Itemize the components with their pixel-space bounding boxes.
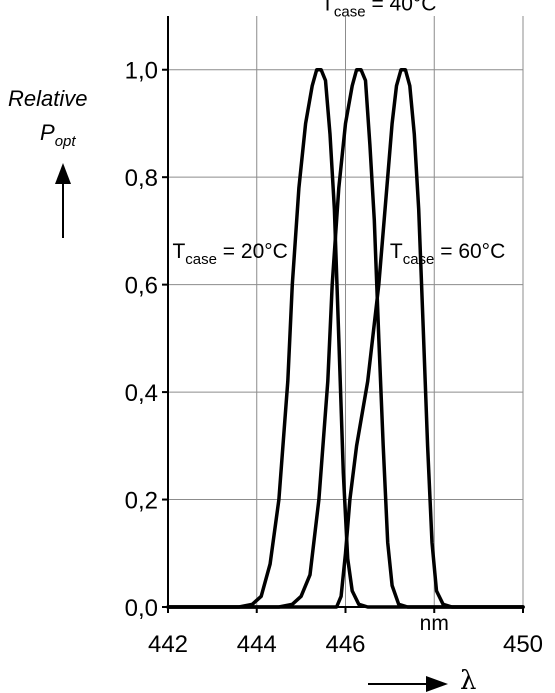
x-axis-arrow-icon bbox=[368, 676, 448, 692]
annotation-60c-sym: T bbox=[390, 240, 403, 263]
series-line-0 bbox=[166, 67, 525, 609]
annotation-20c-sym: T bbox=[172, 240, 185, 263]
y-tick-label-4: 0,8 bbox=[125, 165, 158, 192]
annotation-40c: Tcase = 40°C bbox=[321, 0, 436, 21]
y-axis-arrow-icon bbox=[55, 163, 71, 238]
y-tick-label-1: 0,2 bbox=[125, 488, 158, 515]
y-axis-label-symbol: Popt bbox=[40, 120, 76, 150]
y-tick-label-3: 0,6 bbox=[125, 273, 158, 300]
series-lines bbox=[166, 67, 525, 609]
annotation-60c-sub: case bbox=[403, 251, 435, 268]
y-axis-label-sym: P bbox=[40, 120, 55, 145]
annotation-20c: Tcase = 20°C bbox=[172, 240, 287, 268]
y-tick-label-0: 0,0 bbox=[125, 595, 158, 622]
annotation-60c-rest: = 60°C bbox=[434, 240, 505, 263]
x-tick-label-1: 444 bbox=[237, 631, 277, 658]
axes bbox=[162, 16, 524, 613]
annotation-40c-rest: = 40°C bbox=[366, 0, 437, 16]
y-axis-label-sub: opt bbox=[55, 133, 77, 150]
annotation-40c-sub: case bbox=[334, 4, 366, 21]
x-tick-label-2: 446 bbox=[325, 631, 365, 658]
annotation-40c-sym: T bbox=[321, 0, 334, 16]
series-line-2 bbox=[166, 67, 525, 609]
x-tick-label-4: 450 bbox=[503, 631, 543, 658]
tick-labels: 0,0 0,2 0,4 0,6 0,8 1,0 442 444 446 nm 450 bbox=[125, 58, 543, 658]
y-tick-label-5: 1,0 bbox=[125, 58, 158, 85]
x-axis-label: λ bbox=[460, 666, 476, 693]
x-tick-label-0: 442 bbox=[148, 631, 188, 658]
y-tick-label-2: 0,4 bbox=[125, 380, 158, 407]
annotation-20c-sub: case bbox=[185, 251, 217, 268]
x-axis-unit: nm bbox=[420, 612, 449, 635]
series-line-1 bbox=[166, 67, 525, 609]
y-axis-label-main: Relative bbox=[8, 86, 87, 111]
annotation-60c: Tcase = 60°C bbox=[390, 240, 505, 268]
annotation-20c-rest: = 20°C bbox=[217, 240, 288, 263]
